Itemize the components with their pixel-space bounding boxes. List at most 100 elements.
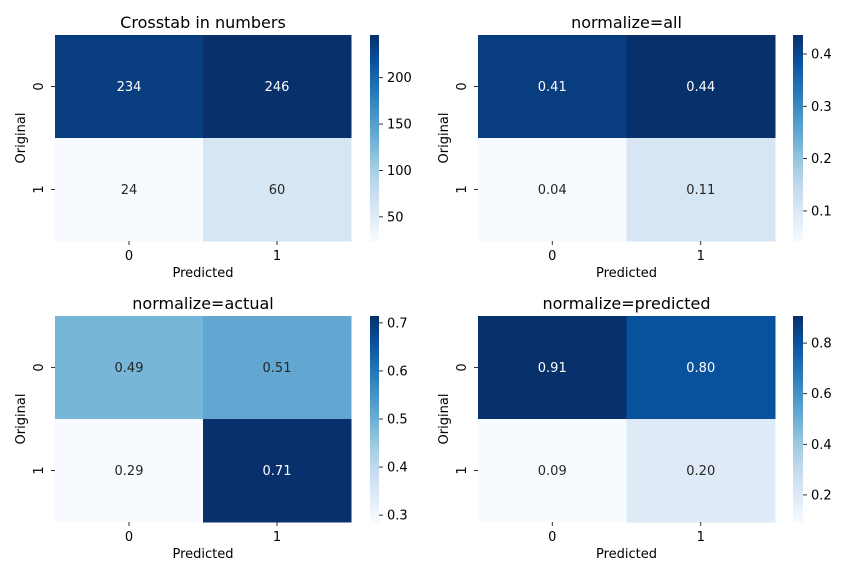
colorbar-segment [370, 346, 379, 351]
cell-annotation: 0.41 [538, 80, 567, 95]
colorbar-segment [793, 443, 803, 448]
y-axis-label: Original [14, 113, 29, 164]
colorbar-segment [370, 494, 379, 499]
x-tick-label: 1 [273, 249, 281, 264]
colorbar-segment [793, 419, 803, 424]
heatmap-cell-r0-c0 [55, 316, 204, 420]
colorbar-segment [370, 463, 379, 468]
colorbar-segment [793, 326, 803, 331]
cell-annotation: 0.49 [115, 361, 144, 376]
x-tick-label: 0 [125, 249, 133, 264]
colorbar-segment [793, 151, 803, 156]
colorbar-segment [370, 213, 379, 218]
colorbar-segment [370, 206, 379, 211]
colorbar-tick-label: 0.5 [387, 413, 408, 428]
colorbar-segment [793, 346, 803, 351]
y-tick-label: 1 [455, 185, 470, 193]
x-axis-label: Predicted [596, 266, 657, 281]
cell-annotation: 0.71 [263, 464, 292, 479]
colorbar-segment [793, 199, 803, 204]
x-tick-label: 0 [125, 530, 133, 545]
colorbar-segment [793, 182, 803, 187]
colorbar-segment [793, 367, 803, 372]
cell-annotation: 0.51 [263, 361, 292, 376]
colorbar-segment [370, 340, 379, 345]
colorbar-segment [793, 103, 803, 108]
colorbar-segment [370, 48, 379, 53]
colorbar-tick-label: 0.7 [387, 316, 408, 331]
colorbar-segment [370, 484, 379, 489]
colorbar-segment [370, 113, 379, 118]
y-axis-label: Original [437, 113, 452, 164]
colorbar-segment [370, 151, 379, 156]
heatmap-cell-r0-c1 [626, 35, 776, 139]
heatmap-cell-r0-c0 [55, 35, 204, 139]
colorbar-segment [370, 370, 379, 375]
colorbar-segment [793, 120, 803, 125]
y-tick-label: 0 [32, 82, 47, 90]
x-tick-label: 1 [273, 530, 281, 545]
colorbar-segment [370, 480, 379, 485]
colorbar-segment [370, 398, 379, 403]
colorbar-segment [793, 515, 803, 520]
heatmap-cell-r1-c1 [626, 138, 776, 242]
colorbar-segment [370, 518, 379, 523]
colorbar-segment [793, 477, 803, 482]
colorbar-segment [793, 127, 803, 132]
colorbar-segment [793, 35, 803, 40]
y-tick-label: 1 [32, 466, 47, 474]
colorbar-segment [370, 515, 379, 520]
colorbar-segment [793, 55, 803, 60]
colorbar-tick-label: 150 [387, 118, 412, 133]
colorbar-segment [370, 504, 379, 509]
colorbar-segment [370, 234, 379, 239]
colorbar-segment [793, 340, 803, 345]
colorbar-segment [370, 467, 379, 472]
colorbar-segment [370, 220, 379, 225]
colorbar-segment [370, 55, 379, 60]
colorbar-segment [370, 391, 379, 396]
colorbar-segment [793, 319, 803, 324]
colorbar-segment [793, 497, 803, 502]
colorbar-segment [370, 388, 379, 393]
colorbar-segment [793, 155, 803, 160]
colorbar-segment [793, 192, 803, 197]
colorbar-segment [370, 333, 379, 338]
heatmap-cell-r1-c1 [203, 419, 352, 523]
colorbar-segment [793, 162, 803, 167]
colorbar-segment [370, 189, 379, 194]
colorbar-segment [793, 405, 803, 410]
colorbar-segment [370, 210, 379, 215]
colorbar-segment [370, 384, 379, 389]
heatmap-cell-r0-c0 [478, 35, 627, 139]
colorbar-segment [370, 230, 379, 235]
colorbar-segment [370, 83, 379, 88]
colorbar-segment [370, 182, 379, 187]
y-axis-label: Original [14, 394, 29, 445]
colorbar-segment [370, 196, 379, 201]
heatmap-panel-0: 234 246 24 60 Crosstab in numbers 0 1 Predicted… [14, 13, 412, 281]
colorbar-segment [370, 381, 379, 386]
colorbar-segment [370, 148, 379, 153]
colorbar-segment [793, 110, 803, 115]
colorbar-segment [793, 422, 803, 427]
colorbar-segment [793, 487, 803, 492]
colorbar-segment [793, 186, 803, 191]
colorbar-segment [370, 155, 379, 160]
colorbar-segment [793, 463, 803, 468]
heatmap-cell-r1-c0 [55, 419, 204, 523]
colorbar-segment [793, 134, 803, 139]
colorbar-segment [793, 52, 803, 57]
cell-annotation: 0.04 [538, 183, 567, 198]
colorbar-segment [793, 210, 803, 215]
colorbar-segment [793, 401, 803, 406]
colorbar-segment [370, 45, 379, 50]
heatmap-cell-r0-c0 [478, 316, 627, 420]
colorbar-segment [793, 124, 803, 129]
colorbar-segment [793, 350, 803, 355]
colorbar-segment [370, 138, 379, 143]
x-tick-label: 0 [548, 530, 556, 545]
colorbar-tick-label: 0.2 [811, 152, 832, 167]
colorbar-segment [793, 388, 803, 393]
